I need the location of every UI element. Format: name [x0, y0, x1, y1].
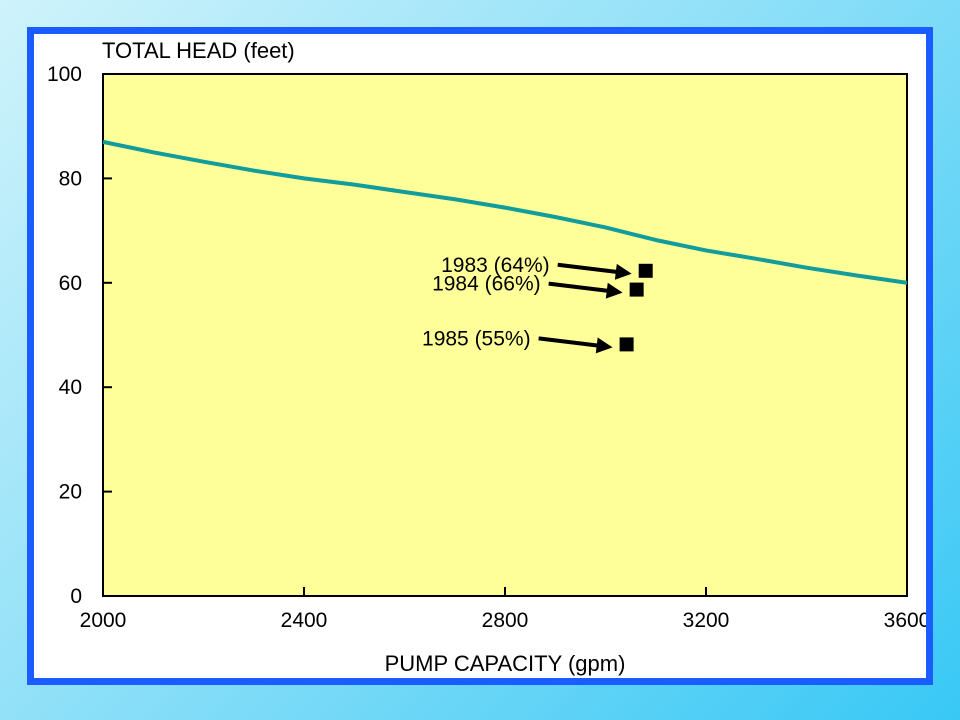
arrowhead-1985	[595, 337, 613, 354]
head-capacity-curve	[102, 139, 908, 285]
arrow-1983	[557, 262, 624, 275]
data-series: 1983 (64%)1984 (66%) 1985 (55%)	[102, 139, 908, 354]
y-tick-label: 60	[59, 272, 82, 295]
arrowhead-1983	[614, 263, 632, 280]
x-tick-label: 3600	[884, 609, 926, 632]
arrowhead-1984	[605, 282, 623, 299]
data-point-1985	[619, 337, 634, 352]
data-label-1985: 1985 (55%)	[422, 327, 531, 350]
y-axis-title: TOTAL HEAD (feet)	[102, 38, 295, 63]
x-tick-label: 2800	[482, 609, 529, 632]
x-axis-title: PUMP CAPACITY (gpm)	[385, 651, 626, 676]
data-point-1983	[638, 263, 653, 278]
y-tick-label: 100	[47, 63, 82, 86]
y-tick-label: 80	[59, 167, 82, 190]
data-label-1983: 1983 (64%)	[441, 254, 550, 277]
pump-chart: TOTAL HEAD (feet) PUMP CAPACITY (gpm) 20…	[47, 38, 926, 676]
y-tick-label: 40	[59, 376, 82, 399]
axis-ticks: 2000 2400 2800 3200 3600 0 20 40 60 80 100	[47, 63, 926, 632]
x-tick-label: 3200	[683, 609, 730, 632]
arrow-1985	[538, 336, 605, 349]
y-tick-label: 0	[70, 585, 82, 608]
plot-area	[102, 73, 908, 597]
x-tick-label: 2000	[80, 609, 127, 632]
x-tick-label: 2400	[281, 609, 328, 632]
y-tick-label: 20	[59, 481, 82, 504]
arrow-1984	[548, 281, 615, 294]
data-label-1984: 1984 (66%)	[432, 273, 541, 296]
slide-frame: TOTAL HEAD (feet) PUMP CAPACITY (gpm) 20…	[27, 27, 933, 685]
data-point-1984	[629, 282, 644, 297]
